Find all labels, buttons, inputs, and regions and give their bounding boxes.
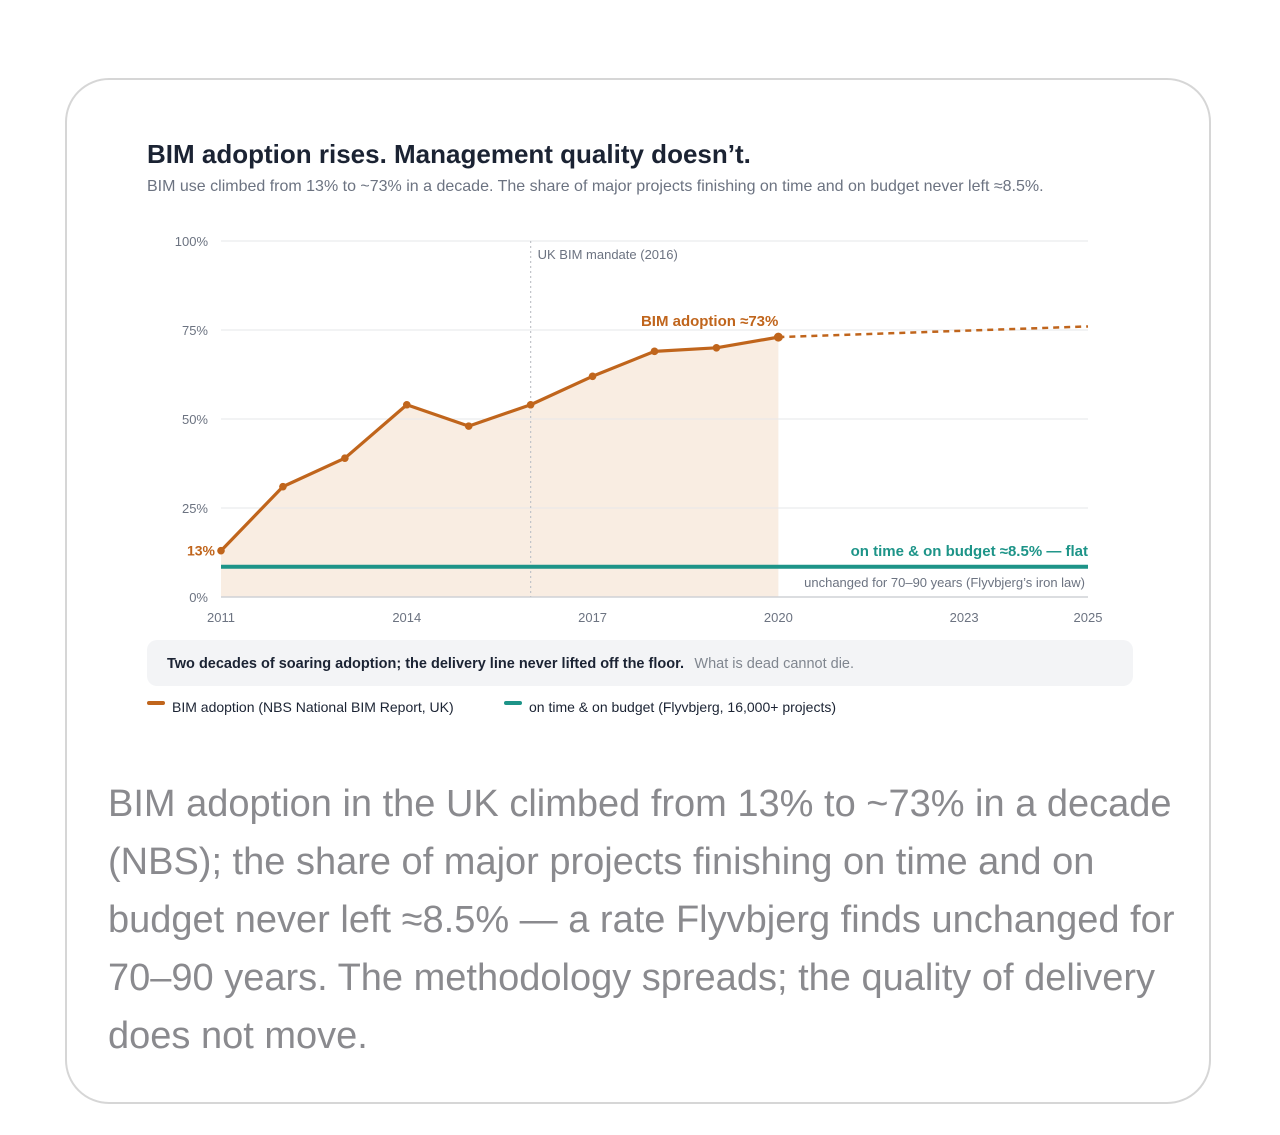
bim-data-point: [712, 344, 721, 352]
bim-data-point: [279, 482, 287, 491]
y-tick-label: 25%: [182, 501, 208, 516]
callout-strong-text: Two decades of soaring adoption; the del…: [167, 656, 684, 672]
legend-label-bim: BIM adoption (NBS National BIM Report, U…: [172, 699, 454, 715]
x-tick-label: 2023: [950, 610, 979, 625]
y-tick-label: 0%: [189, 590, 208, 605]
chart-subtitle: BIM use climbed from 13% to ~73% in a de…: [147, 178, 1044, 195]
bim-data-point: [650, 347, 659, 356]
bim-end-label: BIM adoption ≈73%: [641, 313, 778, 330]
callout-box: Two decades of soaring adoption; the del…: [147, 640, 1133, 686]
x-tick-label: 2017: [578, 610, 607, 625]
legend-swatch-ontime: [504, 701, 522, 706]
y-tick-label: 50%: [182, 412, 208, 427]
x-tick-label: 2014: [392, 610, 421, 625]
legend-item-bim: BIM adoption (NBS National BIM Report, U…: [147, 698, 454, 716]
bim-data-point: [588, 372, 597, 381]
bim-data-point: [402, 400, 411, 409]
caption-text: BIM adoption in the UK climbed from 13% …: [108, 783, 1175, 1057]
x-tick-label: 2020: [764, 610, 793, 625]
callout-muted-text: What is dead cannot die.: [694, 656, 855, 672]
ontime-series-sublabel: unchanged for 70–90 years (Flyvbjerg’s i…: [804, 575, 1085, 590]
ontime-series-label: on time & on budget ≈8.5% — flat: [851, 543, 1088, 560]
bim-data-point: [773, 332, 783, 342]
chart-title: BIM adoption rises. Management quality d…: [147, 139, 751, 169]
x-tick-label: 2025: [1074, 610, 1103, 625]
bim-data-point: [464, 422, 473, 430]
legend-label-ontime: on time & on budget (Flyvbjerg, 16,000+ …: [529, 699, 837, 715]
bim-area-fill: [221, 337, 779, 597]
bim-data-point: [217, 546, 225, 555]
bim-data-point: [341, 454, 349, 462]
mandate-annotation-label: UK BIM mandate (2016): [538, 247, 678, 262]
bim-series-line: [219, 335, 780, 553]
legend-swatch-bim: [147, 701, 165, 706]
legend-item-ontime: on time & on budget (Flyvbjerg, 16,000+ …: [504, 698, 836, 716]
y-tick-label: 100%: [175, 234, 209, 249]
bim-start-label: 13%: [187, 543, 216, 559]
y-tick-label: 75%: [182, 323, 208, 338]
line-chart: 0% 25% 50% 75% 100% 2011 2014 2017 2020 2023 2025 U…: [175, 234, 1103, 625]
x-tick-label: 2011: [207, 610, 235, 625]
bim-projection-line: [778, 325, 1089, 339]
bim-data-point: [526, 400, 535, 409]
